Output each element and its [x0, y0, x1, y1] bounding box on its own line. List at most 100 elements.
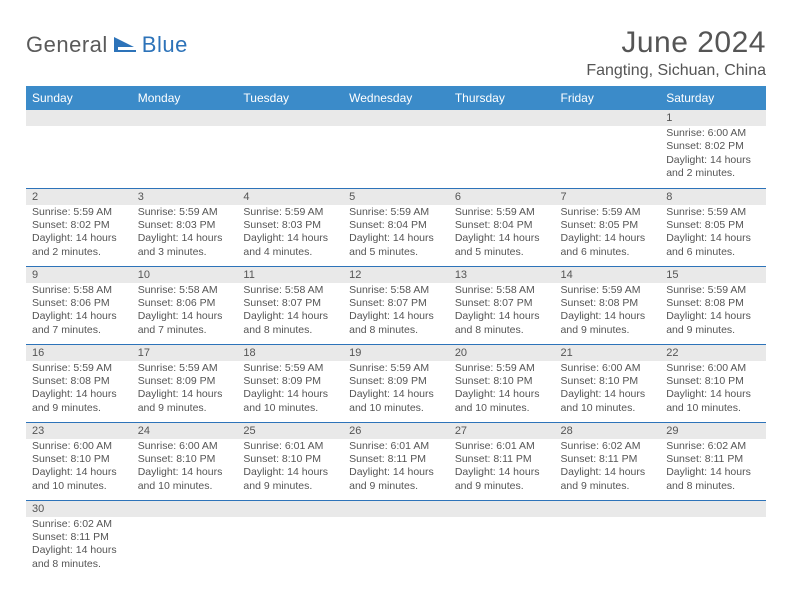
day-number: 28 — [555, 423, 661, 439]
day-details — [343, 517, 449, 567]
daylight-text-2: and 7 minutes. — [32, 324, 126, 337]
daylight-text: Daylight: 14 hours — [455, 310, 549, 323]
sunrise-text: Sunrise: 5:59 AM — [32, 206, 126, 219]
calendar-day-empty — [555, 500, 661, 578]
daylight-text-2: and 10 minutes. — [349, 402, 443, 415]
calendar-day: 1Sunrise: 6:00 AMSunset: 8:02 PMDaylight… — [660, 110, 766, 188]
day-number: 6 — [449, 189, 555, 205]
day-number: 26 — [343, 423, 449, 439]
calendar-day: 21Sunrise: 6:00 AMSunset: 8:10 PMDayligh… — [555, 344, 661, 422]
day-details — [555, 126, 661, 176]
sunset-text: Sunset: 8:11 PM — [666, 453, 760, 466]
day-number: 21 — [555, 345, 661, 361]
daylight-text-2: and 10 minutes. — [666, 402, 760, 415]
calendar-day: 5Sunrise: 5:59 AMSunset: 8:04 PMDaylight… — [343, 188, 449, 266]
day-details: Sunrise: 6:00 AMSunset: 8:02 PMDaylight:… — [660, 126, 766, 185]
calendar-day-empty — [237, 110, 343, 188]
calendar-day: 14Sunrise: 5:59 AMSunset: 8:08 PMDayligh… — [555, 266, 661, 344]
daylight-text-2: and 9 minutes. — [561, 324, 655, 337]
sunset-text: Sunset: 8:02 PM — [32, 219, 126, 232]
calendar-body: 1Sunrise: 6:00 AMSunset: 8:02 PMDaylight… — [26, 110, 766, 578]
calendar-day: 23Sunrise: 6:00 AMSunset: 8:10 PMDayligh… — [26, 422, 132, 500]
day-number — [449, 110, 555, 126]
sunrise-text: Sunrise: 5:59 AM — [561, 284, 655, 297]
sunrise-text: Sunrise: 5:59 AM — [666, 206, 760, 219]
sunrise-text: Sunrise: 6:00 AM — [666, 127, 760, 140]
calendar-day-empty — [26, 110, 132, 188]
calendar-week: 16Sunrise: 5:59 AMSunset: 8:08 PMDayligh… — [26, 344, 766, 422]
sunrise-text: Sunrise: 5:59 AM — [349, 206, 443, 219]
calendar-day: 6Sunrise: 5:59 AMSunset: 8:04 PMDaylight… — [449, 188, 555, 266]
sunrise-text: Sunrise: 5:58 AM — [138, 284, 232, 297]
daylight-text-2: and 10 minutes. — [561, 402, 655, 415]
day-details: Sunrise: 5:59 AMSunset: 8:03 PMDaylight:… — [132, 205, 238, 264]
location: Fangting, Sichuan, China — [586, 62, 766, 80]
logo-text-part2: Blue — [142, 32, 188, 58]
sunrise-text: Sunrise: 6:02 AM — [666, 440, 760, 453]
sunset-text: Sunset: 8:08 PM — [561, 297, 655, 310]
day-header: Tuesday — [237, 86, 343, 110]
day-number — [660, 501, 766, 517]
day-details — [660, 517, 766, 567]
daylight-text-2: and 10 minutes. — [32, 480, 126, 493]
daylight-text-2: and 10 minutes. — [455, 402, 549, 415]
daylight-text: Daylight: 14 hours — [666, 388, 760, 401]
sunset-text: Sunset: 8:10 PM — [455, 375, 549, 388]
sunrise-text: Sunrise: 5:59 AM — [455, 206, 549, 219]
day-details: Sunrise: 6:01 AMSunset: 8:11 PMDaylight:… — [449, 439, 555, 498]
daylight-text-2: and 8 minutes. — [455, 324, 549, 337]
calendar-day-empty — [132, 110, 238, 188]
day-details: Sunrise: 6:00 AMSunset: 8:10 PMDaylight:… — [132, 439, 238, 498]
calendar-day: 16Sunrise: 5:59 AMSunset: 8:08 PMDayligh… — [26, 344, 132, 422]
sunrise-text: Sunrise: 5:59 AM — [243, 206, 337, 219]
day-number: 12 — [343, 267, 449, 283]
daylight-text-2: and 8 minutes. — [666, 480, 760, 493]
day-number: 30 — [26, 501, 132, 517]
calendar-day: 10Sunrise: 5:58 AMSunset: 8:06 PMDayligh… — [132, 266, 238, 344]
day-number: 2 — [26, 189, 132, 205]
sunrise-text: Sunrise: 6:00 AM — [561, 362, 655, 375]
calendar-head: SundayMondayTuesdayWednesdayThursdayFrid… — [26, 86, 766, 110]
sunset-text: Sunset: 8:09 PM — [349, 375, 443, 388]
sunset-text: Sunset: 8:09 PM — [138, 375, 232, 388]
daylight-text: Daylight: 14 hours — [349, 466, 443, 479]
sunset-text: Sunset: 8:04 PM — [455, 219, 549, 232]
day-number — [132, 501, 238, 517]
daylight-text: Daylight: 14 hours — [243, 232, 337, 245]
daylight-text: Daylight: 14 hours — [349, 388, 443, 401]
sunrise-text: Sunrise: 5:59 AM — [455, 362, 549, 375]
day-details — [26, 126, 132, 176]
day-details: Sunrise: 5:58 AMSunset: 8:07 PMDaylight:… — [449, 283, 555, 342]
day-number — [555, 501, 661, 517]
sunrise-text: Sunrise: 6:01 AM — [243, 440, 337, 453]
sunset-text: Sunset: 8:08 PM — [666, 297, 760, 310]
sunset-text: Sunset: 8:11 PM — [32, 531, 126, 544]
calendar-day: 3Sunrise: 5:59 AMSunset: 8:03 PMDaylight… — [132, 188, 238, 266]
sunrise-text: Sunrise: 5:59 AM — [349, 362, 443, 375]
day-number: 16 — [26, 345, 132, 361]
sunrise-text: Sunrise: 5:59 AM — [32, 362, 126, 375]
calendar-day: 8Sunrise: 5:59 AMSunset: 8:05 PMDaylight… — [660, 188, 766, 266]
sunset-text: Sunset: 8:06 PM — [138, 297, 232, 310]
daylight-text-2: and 5 minutes. — [455, 246, 549, 259]
sunrise-text: Sunrise: 5:59 AM — [243, 362, 337, 375]
sunset-text: Sunset: 8:04 PM — [349, 219, 443, 232]
sunrise-text: Sunrise: 5:58 AM — [455, 284, 549, 297]
daylight-text: Daylight: 14 hours — [455, 388, 549, 401]
day-number: 11 — [237, 267, 343, 283]
sunrise-text: Sunrise: 6:00 AM — [138, 440, 232, 453]
day-details — [343, 126, 449, 176]
daylight-text: Daylight: 14 hours — [349, 310, 443, 323]
day-details: Sunrise: 5:58 AMSunset: 8:07 PMDaylight:… — [237, 283, 343, 342]
daylight-text-2: and 2 minutes. — [666, 167, 760, 180]
sunrise-text: Sunrise: 5:58 AM — [243, 284, 337, 297]
calendar-day: 13Sunrise: 5:58 AMSunset: 8:07 PMDayligh… — [449, 266, 555, 344]
day-number — [555, 110, 661, 126]
sunset-text: Sunset: 8:11 PM — [561, 453, 655, 466]
day-details: Sunrise: 5:58 AMSunset: 8:06 PMDaylight:… — [26, 283, 132, 342]
day-number: 18 — [237, 345, 343, 361]
day-number: 13 — [449, 267, 555, 283]
sunrise-text: Sunrise: 5:58 AM — [32, 284, 126, 297]
day-number: 14 — [555, 267, 661, 283]
day-number — [132, 110, 238, 126]
